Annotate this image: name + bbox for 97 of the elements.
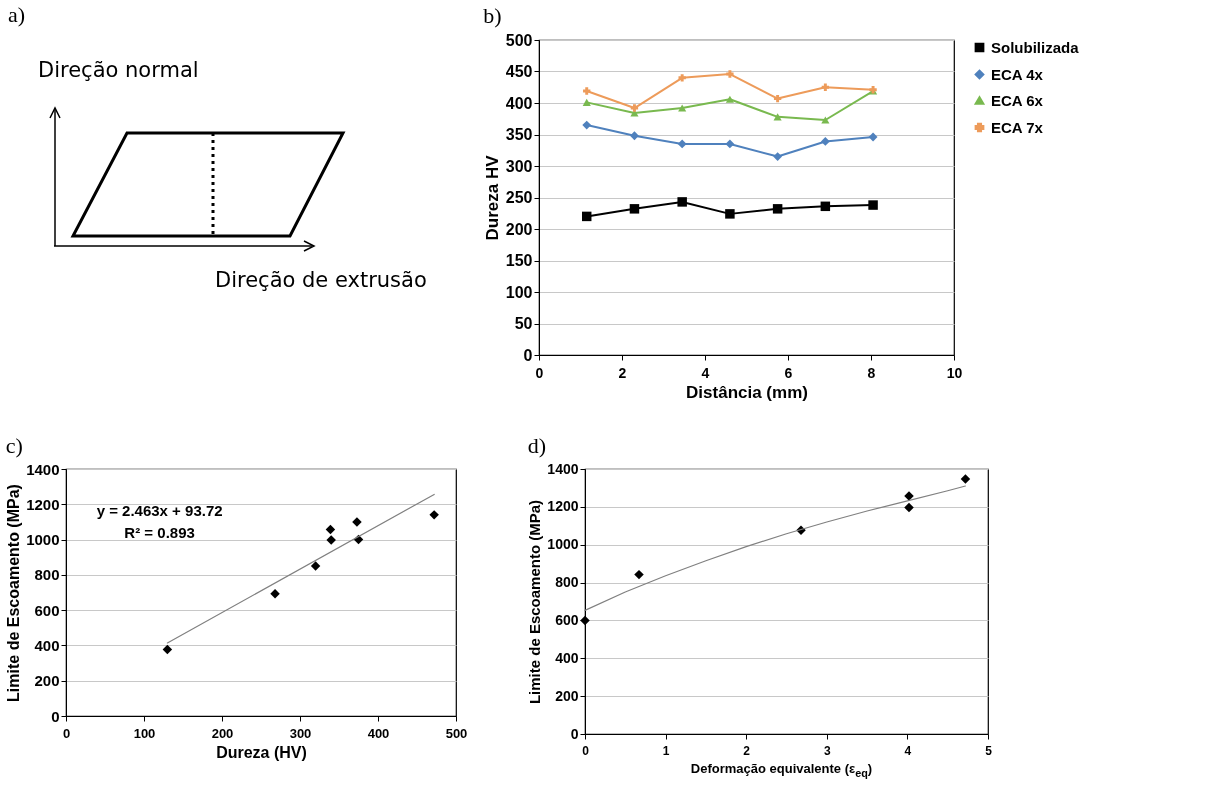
point [630, 104, 639, 112]
point [820, 201, 831, 212]
point [821, 83, 830, 91]
point [678, 104, 687, 112]
point [821, 116, 830, 124]
x-axis-title: Dureza (HV) [216, 743, 307, 761]
point [904, 502, 914, 513]
y-tick-label: 450 [505, 63, 533, 80]
point [583, 87, 591, 95]
x-tick-label: 3 [823, 743, 831, 758]
y-tick-label: 350 [505, 126, 533, 143]
point [310, 561, 321, 571]
point [868, 200, 878, 210]
x-tick-label: 4 [904, 743, 912, 758]
x-tick-label: 6 [784, 364, 793, 381]
x-tick-label: 500 [445, 725, 468, 741]
x-tick-label: 2 [743, 743, 751, 758]
point [326, 535, 336, 545]
y-tick-label: 300 [505, 157, 533, 175]
y-tick-label: 1400 [547, 460, 579, 477]
y-tick-label: 800 [555, 574, 579, 591]
point [582, 98, 591, 106]
y-tick-label: 400 [34, 636, 60, 654]
y-axis-title: Limite de Escoamento (MPa) [5, 484, 23, 702]
x-axis-title: Deformação equivalente (ε$_{eq}$) [689, 761, 874, 779]
point [773, 152, 783, 161]
annotation: y = 2.463x + 93.72 [96, 502, 223, 519]
point [868, 132, 878, 142]
y-tick-label: 800 [34, 566, 60, 584]
point [725, 139, 735, 149]
y-tick-label: 1400 [26, 460, 60, 478]
point [162, 644, 173, 655]
x-tick-label: 0 [535, 364, 544, 381]
y-tick-label: 1000 [547, 536, 579, 553]
chart-title: c) [5, 433, 23, 458]
text: Direção de extrusão [215, 268, 427, 292]
point [678, 74, 686, 82]
y-tick-label: 0 [51, 707, 60, 725]
y-tick-label: 1000 [26, 531, 60, 549]
y-tick-label: 400 [555, 649, 579, 666]
point [772, 204, 783, 214]
y-tick-label: 600 [555, 611, 579, 628]
x-tick-label: 8 [867, 364, 876, 381]
y-tick-label: 200 [555, 687, 579, 704]
x-tick-label: 2 [618, 364, 627, 381]
y-tick-label: 50 [514, 315, 533, 332]
x-tick-label: 0 [582, 743, 590, 758]
annotation: R² = 0.893 [124, 524, 195, 541]
point [960, 474, 971, 484]
y-tick-label: 250 [505, 189, 533, 206]
legend-label: ECA 7x [991, 118, 1044, 136]
y-axis-title: Dureza HV [482, 154, 502, 241]
x-tick-label: 5 [985, 743, 993, 758]
y-tick-label: 1200 [26, 495, 60, 513]
x-tick-label: 10 [946, 364, 963, 381]
x-tick-label: 1 [662, 743, 670, 758]
point [629, 204, 640, 214]
point [630, 131, 639, 141]
y-tick-label: 100 [505, 283, 533, 301]
point [582, 120, 592, 130]
x-tick-label: 4 [701, 364, 710, 381]
y-tick-label: 1200 [547, 498, 579, 515]
y-tick-label: 500 [505, 31, 533, 49]
point [429, 510, 439, 520]
x-tick-label: 100 [133, 725, 156, 741]
chart-title: b) [483, 3, 502, 28]
y-tick-label: 150 [505, 252, 533, 269]
x-tick-label: 300 [289, 725, 312, 741]
x-tick-label: 200 [211, 725, 234, 741]
point [820, 137, 830, 146]
y-tick-label: 400 [505, 94, 533, 112]
y-tick-label: 600 [34, 601, 60, 619]
x-axis-title: Distância (mm) [686, 382, 808, 402]
legend-label: Solubilizada [991, 38, 1080, 56]
y-axis-title: Limite de Escoamento (MPa) [526, 499, 544, 705]
y-tick-label: 0 [523, 346, 533, 364]
point [581, 211, 592, 222]
point [270, 588, 280, 599]
point [325, 524, 336, 535]
legend-label: ECA 4x [991, 65, 1044, 83]
point [677, 139, 687, 149]
x-tick-label: 400 [367, 725, 390, 741]
x-tick-label: 0 [62, 725, 71, 741]
point [725, 209, 735, 219]
text: a) [8, 2, 26, 28]
point [726, 70, 734, 78]
y-tick-label: 200 [34, 672, 60, 690]
chart-title: d) [527, 433, 547, 458]
y-tick-label: 200 [505, 220, 533, 238]
point [634, 569, 644, 580]
legend-label: ECA 6x [991, 91, 1044, 109]
point [725, 95, 734, 103]
point [677, 197, 687, 207]
text: Direção normal [38, 58, 199, 82]
line-series [584, 485, 967, 611]
point [773, 94, 782, 103]
point [580, 615, 590, 626]
